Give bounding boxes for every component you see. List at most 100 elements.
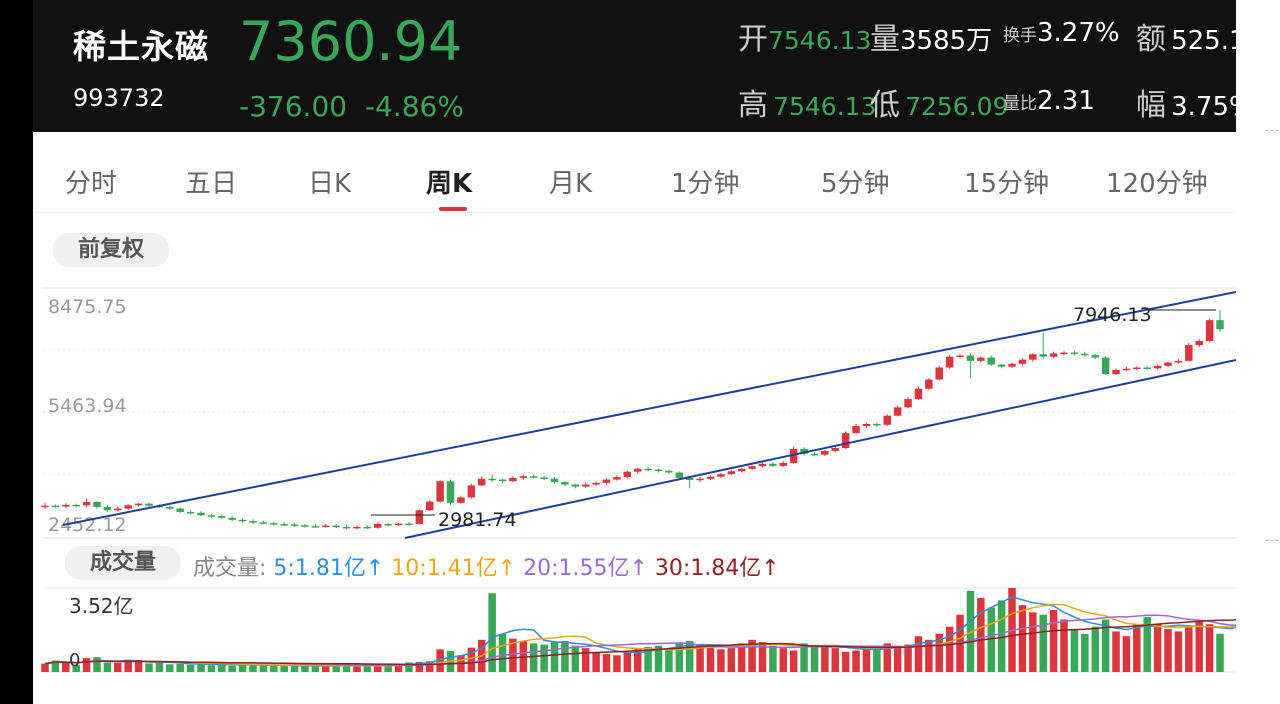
- volume-bar: [841, 651, 850, 672]
- candle-body: [966, 355, 975, 361]
- ma10-value: 10:1.41亿↑: [391, 556, 517, 581]
- ma30-value: 30:1.84亿↑: [654, 556, 780, 581]
- candle-body: [821, 450, 829, 455]
- candle-body: [1039, 354, 1047, 357]
- volume-bar: [550, 642, 559, 672]
- price-axis-mid: 5463.94: [48, 395, 127, 417]
- adjust-button[interactable]: 前复权: [53, 233, 169, 267]
- volume-indicator-button[interactable]: 成交量: [65, 546, 181, 580]
- amplitude-stat: 幅 3.75%: [1136, 80, 1236, 124]
- candle-body: [218, 516, 226, 518]
- tab-monthly-k[interactable]: 月K: [549, 169, 593, 199]
- candle-body: [374, 523, 382, 528]
- volume-bar: [124, 661, 132, 672]
- candle-body: [675, 472, 684, 478]
- candle-body: [852, 426, 860, 434]
- volume-legend-prefix: 成交量:: [193, 556, 267, 581]
- low-stat: 低 7256.09: [870, 88, 1009, 123]
- volume-bar: [1081, 633, 1089, 672]
- low-annotation: 2981.74: [438, 509, 517, 531]
- tab-15-minute[interactable]: 15分钟: [964, 169, 1050, 199]
- stock-code: 993732: [73, 84, 165, 112]
- candle-body: [124, 505, 132, 509]
- volume-bar: [363, 665, 372, 672]
- tab-5-minute[interactable]: 5分钟: [821, 169, 890, 199]
- high-annotation: 7946.13: [1073, 304, 1152, 326]
- volume-bar: [280, 666, 288, 672]
- volume-bar: [966, 590, 975, 672]
- volume-bar: [1143, 617, 1151, 672]
- candle-body: [758, 463, 767, 467]
- candle-body: [467, 485, 476, 498]
- volume-bar: [415, 661, 424, 672]
- candle-body: [613, 477, 621, 480]
- amount-value: 525.1: [1171, 26, 1236, 56]
- volume-bar: [1174, 631, 1183, 672]
- candle-body: [1112, 369, 1120, 375]
- tab-weekly-k[interactable]: 周K: [426, 169, 473, 199]
- tab-1-minute[interactable]: 1分钟: [671, 169, 740, 199]
- volume-bar: [685, 640, 694, 672]
- candle-body: [571, 484, 580, 487]
- candle-body: [519, 476, 528, 478]
- volume-bar: [332, 666, 340, 672]
- stock-app: 稀土永磁 993732 7360.94 -376.00 -4.86% 开7546…: [33, 0, 1236, 704]
- candle-body: [249, 521, 257, 523]
- candle-body: [1029, 354, 1037, 360]
- volume-bar: [654, 645, 663, 672]
- volume-bar: [1164, 629, 1172, 672]
- volume-bar: [800, 643, 808, 672]
- volume-bar: [613, 655, 621, 672]
- volume-bar: [155, 662, 164, 672]
- volume-bar: [602, 654, 611, 672]
- candle-body: [415, 510, 424, 524]
- price-axis-top: 8475.75: [48, 296, 127, 318]
- candle-body: [238, 519, 247, 522]
- candle-body: [1091, 355, 1099, 358]
- candle-body: [1070, 352, 1079, 355]
- volume-bar: [821, 646, 829, 672]
- candle-body: [925, 379, 933, 389]
- price-change: -376.00 -4.86%: [239, 90, 464, 123]
- tab-five-day[interactable]: 五日: [185, 169, 238, 199]
- candle-body: [883, 415, 891, 425]
- candlestick-chart[interactable]: 8475.75 5463.94 2452.12 7946.13 2981.74 …: [33, 0, 1236, 704]
- stock-name: 稀土永磁: [73, 27, 209, 66]
- candle-body: [72, 504, 80, 507]
- volume-value: 3585万: [900, 26, 993, 56]
- volume-bar: [873, 648, 881, 672]
- volume-bar: [633, 649, 642, 672]
- volume-bar: [914, 636, 923, 672]
- ma30-line: [44, 619, 1236, 666]
- candle-body: [280, 523, 288, 526]
- low-value: 7256.09: [905, 92, 1009, 121]
- active-tab-indicator: [439, 207, 467, 211]
- ma5-value: 5:1.81亿↑: [273, 556, 385, 581]
- volume-bar: [228, 665, 236, 672]
- ratio-value: 2.31: [1037, 86, 1095, 116]
- tab-120-minute[interactable]: 120分钟: [1106, 169, 1208, 199]
- right-edge-strip: [1236, 0, 1280, 704]
- volume-bar: [51, 660, 60, 672]
- volume-bar: [623, 651, 632, 672]
- volume-bar: [727, 648, 736, 672]
- candle-body: [1216, 320, 1224, 330]
- volume-bar: [62, 661, 70, 672]
- candle-body: [1205, 320, 1214, 341]
- volume-bar: [197, 663, 205, 672]
- volume-bars: [41, 588, 1224, 672]
- period-tabs: 分时 五日 日K 周K 月K 1分钟 5分钟 15分钟 120分钟: [33, 146, 1236, 213]
- volume-bar: [436, 649, 444, 672]
- volume-bar: [644, 646, 652, 672]
- tab-daily-k[interactable]: 日K: [308, 169, 352, 199]
- channel-lower-line: [404, 359, 1236, 539]
- candle-body: [665, 470, 673, 473]
- candle-body: [602, 479, 611, 483]
- high-stat: 高 7546.13: [738, 88, 877, 123]
- amplitude-value: 3.75%: [1171, 92, 1236, 122]
- tab-timeshare[interactable]: 分时: [65, 169, 118, 199]
- volume-bar: [862, 649, 871, 672]
- candles: [41, 309, 1224, 530]
- volume-bar: [374, 664, 382, 672]
- channel-upper-line: [62, 291, 1236, 526]
